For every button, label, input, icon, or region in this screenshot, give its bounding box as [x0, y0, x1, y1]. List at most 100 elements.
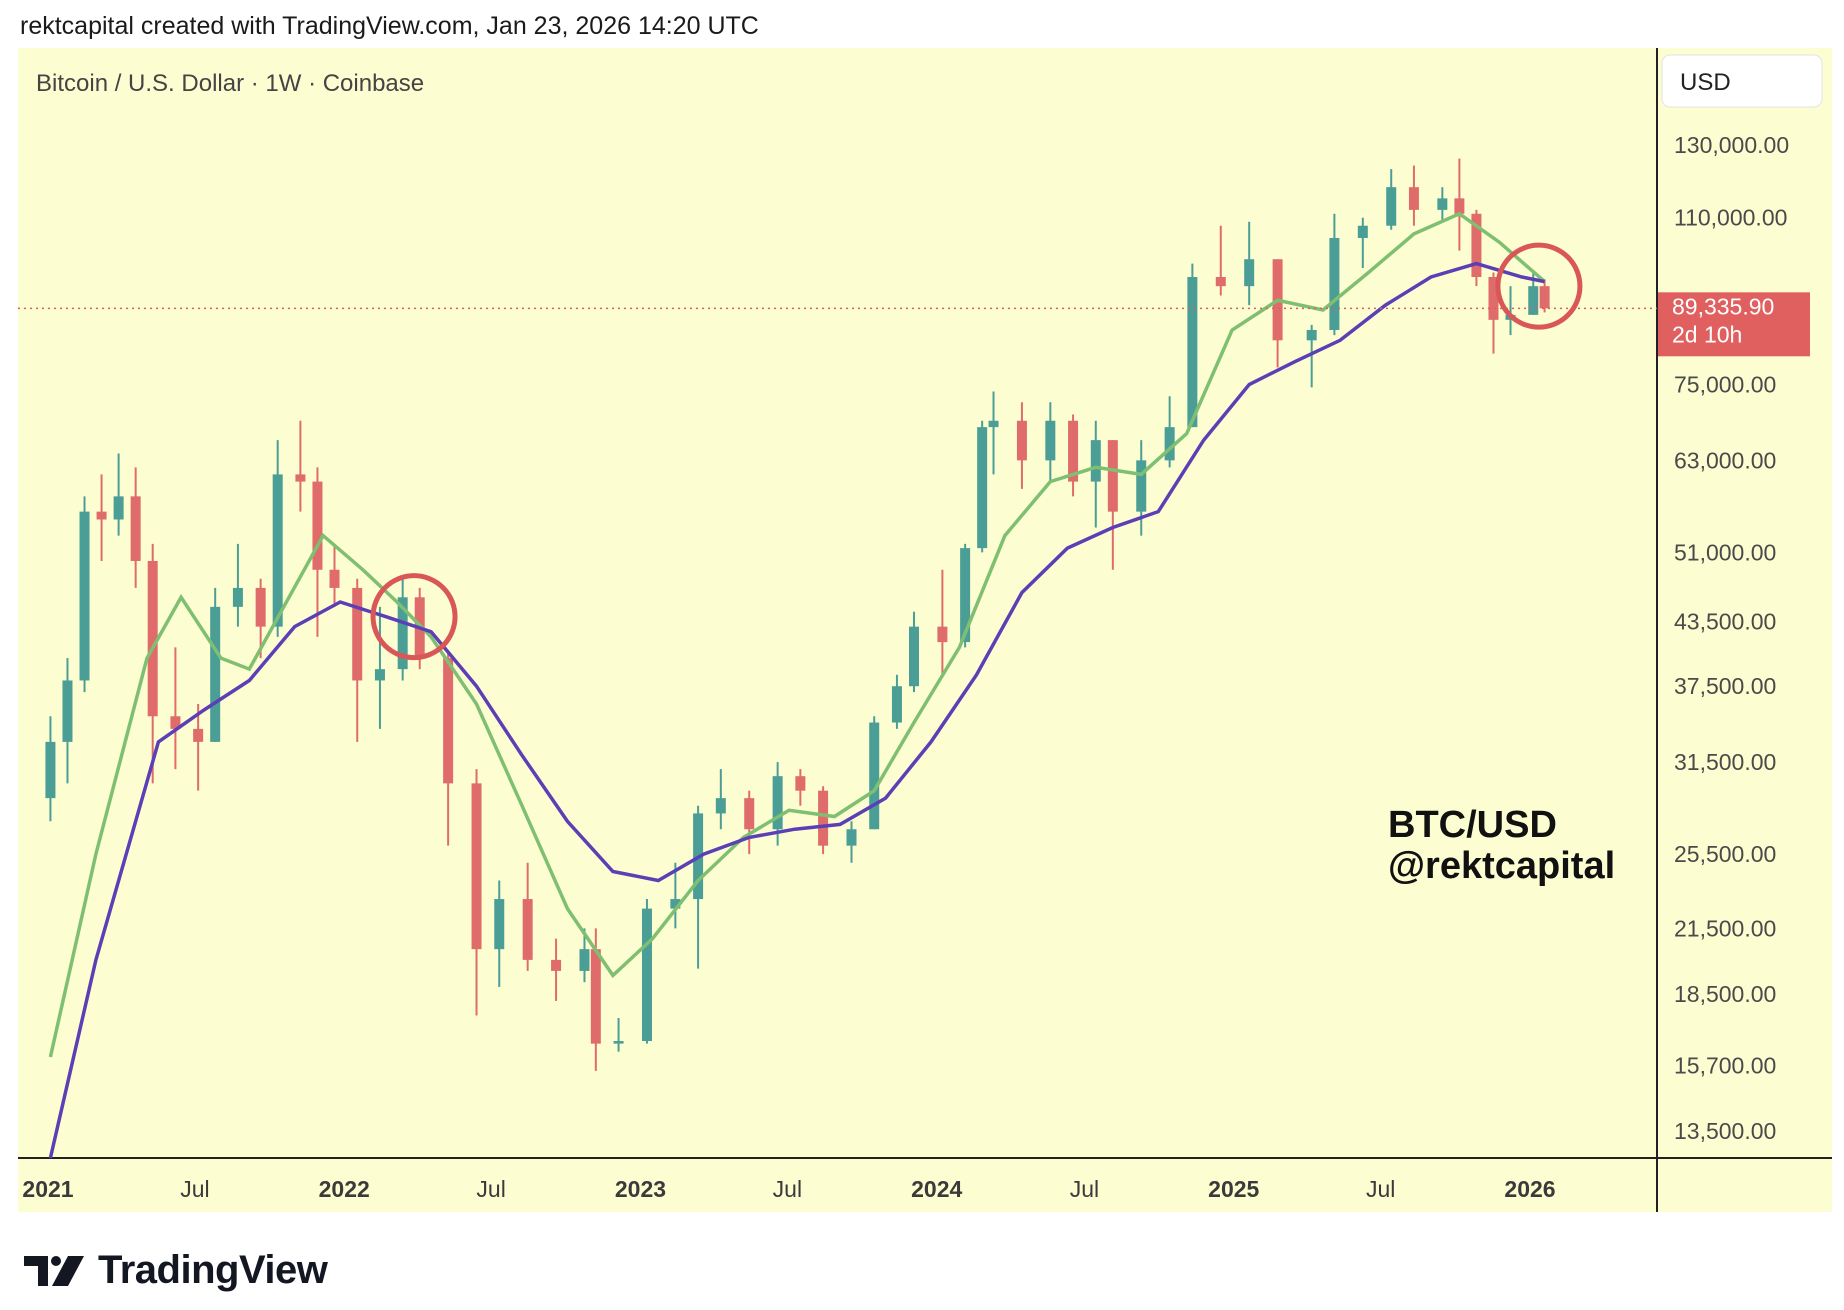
candle: [1539, 279, 1550, 313]
candle: [1488, 272, 1499, 354]
candle: [1357, 217, 1368, 269]
candle-body: [1329, 237, 1340, 330]
candle: [988, 391, 999, 475]
candle: [397, 578, 408, 681]
candle-body: [772, 776, 783, 830]
candle-body: [147, 560, 158, 717]
ma-green-line: [48, 211, 1546, 1058]
candle-body: [551, 959, 562, 971]
candle-body: [1068, 420, 1079, 482]
candle-body: [1488, 276, 1499, 320]
candle-body: [1471, 213, 1482, 277]
candle-body: [471, 783, 482, 950]
candle: [977, 420, 988, 553]
candle-body: [45, 741, 56, 799]
candle-body: [977, 427, 988, 549]
candle-body: [715, 798, 726, 814]
price-tick-label: 75,000.00: [1674, 371, 1776, 397]
candle: [551, 938, 562, 1001]
time-tick-label: Jul: [773, 1176, 802, 1202]
attribution-text: rektcapital created with TradingView.com…: [20, 12, 759, 40]
candle-body: [1187, 276, 1198, 428]
candle-body: [590, 949, 601, 1044]
candle-body: [352, 587, 363, 681]
candle-body: [62, 680, 73, 742]
price-tick-label: 18,500.00: [1674, 981, 1776, 1007]
watermark-line-1: BTC/USD: [1388, 804, 1557, 846]
symbol-label: Bitcoin / U.S. Dollar · 1W · Coinbase: [36, 70, 424, 97]
candle-body: [255, 587, 266, 627]
candle: [891, 674, 902, 729]
ma-purple-line: [48, 261, 1545, 1159]
candle: [1045, 402, 1056, 482]
price-tick-label: 51,000.00: [1674, 539, 1776, 565]
candle: [1016, 402, 1027, 489]
price-tick-label: 43,500.00: [1674, 609, 1776, 635]
candle-body: [170, 716, 181, 729]
candle-body: [846, 829, 857, 846]
candle-body: [1215, 276, 1226, 287]
candle: [295, 420, 306, 512]
candle: [1386, 169, 1397, 230]
candle: [255, 578, 266, 659]
time-tick-label: 2026: [1504, 1176, 1555, 1202]
candle: [715, 769, 726, 830]
candle: [193, 703, 204, 791]
candle: [1306, 324, 1317, 388]
tradingview-brand[interactable]: TradingView: [22, 1248, 328, 1293]
tradingview-wordmark: TradingView: [98, 1248, 328, 1292]
candle-body: [670, 899, 681, 909]
candle: [113, 453, 124, 536]
candle: [329, 543, 340, 607]
candle: [147, 543, 158, 784]
candle-body: [1136, 460, 1147, 512]
current-price-tag: [1658, 292, 1810, 357]
candle-body: [1244, 259, 1255, 287]
candle: [613, 1018, 624, 1052]
candle-body: [374, 669, 385, 681]
candle: [312, 467, 323, 637]
candle: [795, 769, 806, 806]
currency-button-label: USD: [1680, 69, 1731, 96]
price-tick-label: 31,500.00: [1674, 749, 1776, 775]
candles: [45, 158, 1550, 1071]
candle: [522, 862, 533, 971]
candle-body: [960, 548, 971, 643]
time-tick-label: Jul: [476, 1176, 505, 1202]
candle-body: [113, 496, 124, 520]
tradingview-logo-icon: [24, 1255, 84, 1286]
candle: [374, 606, 385, 729]
candle-body: [1357, 225, 1368, 238]
time-tick-label: Jul: [1070, 1176, 1099, 1202]
candle-body: [641, 908, 652, 1042]
candle: [443, 652, 454, 846]
candle: [869, 716, 880, 830]
candle: [908, 611, 919, 693]
candle-body: [397, 597, 408, 670]
time-tick-label: Jul: [180, 1176, 209, 1202]
candle-body: [193, 728, 204, 742]
candle: [1437, 187, 1448, 222]
candle-body: [579, 949, 590, 971]
candle-body: [1408, 187, 1419, 210]
candle-body: [908, 626, 919, 687]
price-tick-label: 15,700.00: [1674, 1052, 1776, 1078]
candle: [937, 569, 948, 675]
candle-body: [96, 511, 107, 520]
price-tick-label: 37,500.00: [1674, 673, 1776, 699]
currency-button[interactable]: [1661, 54, 1823, 108]
candle: [130, 467, 141, 588]
candle-body: [988, 420, 999, 428]
price-tick-label: 25,500.00: [1674, 841, 1776, 867]
candle: [1136, 440, 1147, 536]
candle: [846, 821, 857, 863]
candle-body: [1164, 427, 1175, 461]
time-tick-label: 2024: [911, 1176, 962, 1202]
candle: [1471, 209, 1482, 287]
candle: [45, 716, 56, 822]
candle-body: [1386, 187, 1397, 226]
price-tick-label: 110,000.00: [1674, 205, 1787, 231]
candle: [1068, 414, 1079, 497]
candle: [79, 496, 90, 693]
